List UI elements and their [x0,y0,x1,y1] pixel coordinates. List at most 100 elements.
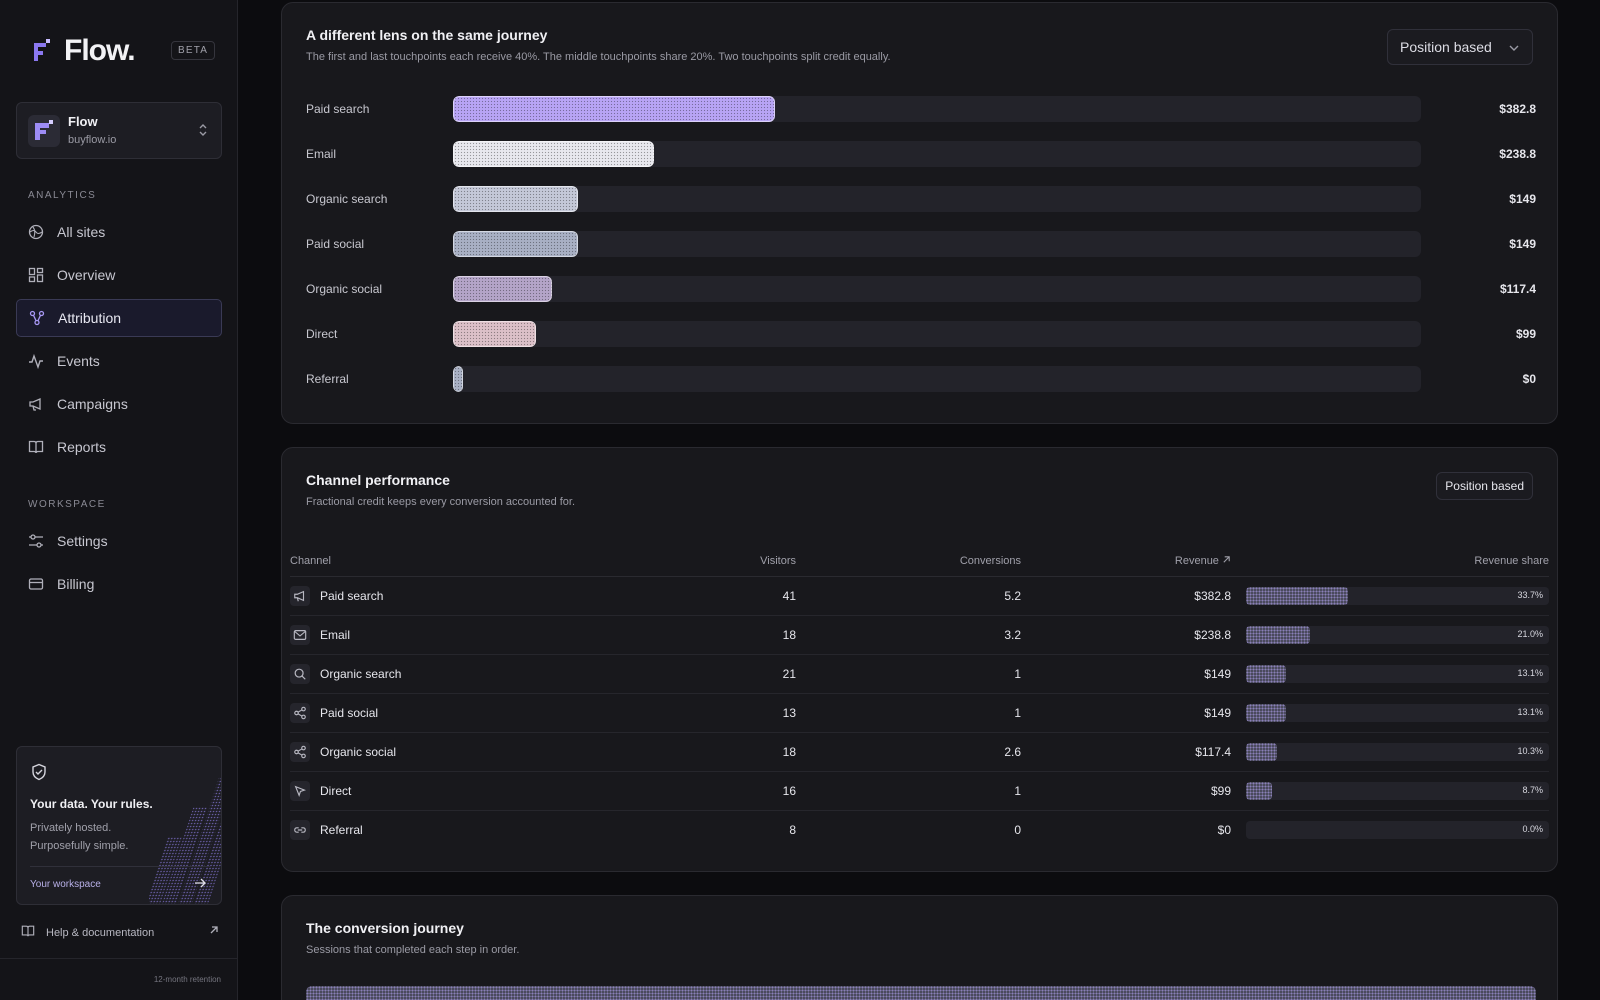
chevron-down-icon [1509,45,1519,51]
cell-channel: Referral [290,810,630,849]
megaphone-icon [28,396,44,412]
cell-share: 13.1% [1231,654,1549,694]
external-link-icon [210,926,218,934]
share-value: 13.1% [1517,706,1543,717]
promo-divider [30,866,210,867]
channel-cell: Organic search [290,663,630,684]
workspace-link[interactable]: Your workspace [30,879,101,890]
sidebar-item-events[interactable]: Events [16,342,222,380]
table-row[interactable]: Organic social 18 2.6 $117.4 10.3% [290,732,1549,772]
chart-bar-row: Referral $0 [306,366,1536,392]
share-bar [1246,703,1286,722]
col-channel[interactable]: Channel [290,546,630,577]
model-pill[interactable]: Position based [1436,472,1533,500]
cell-revenue: $382.8 [1021,576,1231,616]
sidebar-item-all-sites[interactable]: All sites [16,213,222,251]
cell-revenue: $149 [1021,654,1231,694]
chevron-updown-icon [199,124,207,136]
book-icon [20,924,36,941]
logo[interactable]: Flow. [32,34,136,68]
cell-revenue: $117.4 [1021,732,1231,772]
model-card: A different lens on the same journey The… [281,2,1558,424]
cell-revenue: $0 [1217,822,1231,837]
chart-bar-track [453,96,1421,122]
share-bar-track: 10.3% [1246,742,1549,761]
chart-bar-row: Direct $99 [306,321,1536,347]
channel-name: Organic search [320,666,402,681]
sort-arrow-icon [1223,556,1230,563]
cell-conversions: 1 [796,771,1021,811]
share-bar [1246,742,1278,761]
mail-icon [290,624,310,645]
cell-share: 13.1% [1231,693,1549,733]
cell-conversions: 2.6 [796,732,1021,772]
share-value: 13.1% [1517,667,1543,678]
chart-category-label: Paid search [306,102,370,116]
dashboard-icon [28,267,44,283]
performance-card: Channel performance Fractional credit ke… [281,447,1558,872]
chart-category-label: Email [306,147,337,161]
chart-bar-track [453,186,1421,212]
sidebar-item-overview[interactable]: Overview [16,256,222,294]
channel-name: Organic social [320,744,397,759]
chart-value-label: $149 [1509,192,1536,206]
cell-conversions: 5.2 [796,576,1021,616]
sidebar-item-label: Settings [57,533,108,549]
sidebar-divider [0,958,238,959]
model-select[interactable]: Position based [1387,29,1533,65]
sidebar-item-attribution[interactable]: Attribution [16,299,222,337]
cell-visitors: 18 [630,615,796,655]
arrow-right-icon[interactable] [193,876,207,890]
col-visitors[interactable]: Visitors [630,546,796,577]
chart-category-label: Organic social [306,282,383,296]
share-bar-track: 8.7% [1246,781,1549,800]
help-label: Help & documentation [46,926,155,939]
promo-card: Your data. Your rules. Privately hosted.… [16,746,222,905]
chart-bar [453,366,463,392]
table-row[interactable]: Email 18 3.2 $238.8 21.0% [290,615,1549,655]
sidebar-item-label: Attribution [58,310,122,326]
channel-name: Referral [320,822,363,837]
share-value: 8.7% [1522,784,1543,795]
chart-bar [453,141,654,167]
sidebar-item-campaigns[interactable]: Campaigns [16,385,222,423]
table-row[interactable]: Referral 8 0 $0 0.0% [290,810,1549,849]
org-switcher[interactable]: Flow buyflow.io [16,102,222,159]
activity-icon [28,353,44,369]
chart-category-label: Paid social [306,237,365,251]
retention-note: 12-month retention [153,975,221,984]
journey-title: The conversion journey [306,920,464,936]
cell-revenue: $238.8 [1021,615,1231,655]
channel-cell: Email [290,624,630,645]
cell-channel: Organic social [290,732,630,772]
shield-check-icon [32,763,46,781]
cell-share: 8.7% [1231,771,1549,811]
sidebar-item-reports[interactable]: Reports [16,428,222,466]
table-row[interactable]: Paid search 41 5.2 $382.8 33.7% [290,576,1549,616]
cell-visitors: 8 [789,822,796,837]
channel-table: Channel Visitors Conversions Revenue Rev… [290,546,1549,849]
sidebar-item-label: All sites [57,224,106,240]
col-share[interactable]: Revenue share [1231,546,1549,577]
channel-cell: Paid social [290,702,630,723]
org-logo-icon [35,120,53,140]
cell-visitors: 18 [630,732,796,772]
channel-name: Paid social [320,705,379,720]
cell-channel: Paid search [290,576,630,616]
beta-badge: BETA [171,41,216,60]
share-bar-track: 13.1% [1246,664,1549,683]
cell-conversions: 3.2 [796,615,1021,655]
channel-name: Paid search [320,588,384,603]
col-conversions[interactable]: Conversions [796,546,1021,577]
channel-cell: Referral [290,819,630,840]
col-revenue[interactable]: Revenue [1021,546,1231,577]
table-row[interactable]: Paid social 13 1 $149 13.1% [290,693,1549,733]
table-row[interactable]: Direct 16 1 $99 8.7% [290,771,1549,811]
share-value: 33.7% [1517,589,1543,600]
cell-share: 10.3% [1231,732,1549,772]
help-link[interactable]: Help & documentation [20,924,220,941]
table-row[interactable]: Organic search 21 1 $149 13.1% [290,654,1549,694]
analytics-section-label: ANALYTICS [28,190,97,201]
sidebar-item-settings[interactable]: Settings [16,522,222,560]
sidebar-item-billing[interactable]: Billing [16,565,222,603]
